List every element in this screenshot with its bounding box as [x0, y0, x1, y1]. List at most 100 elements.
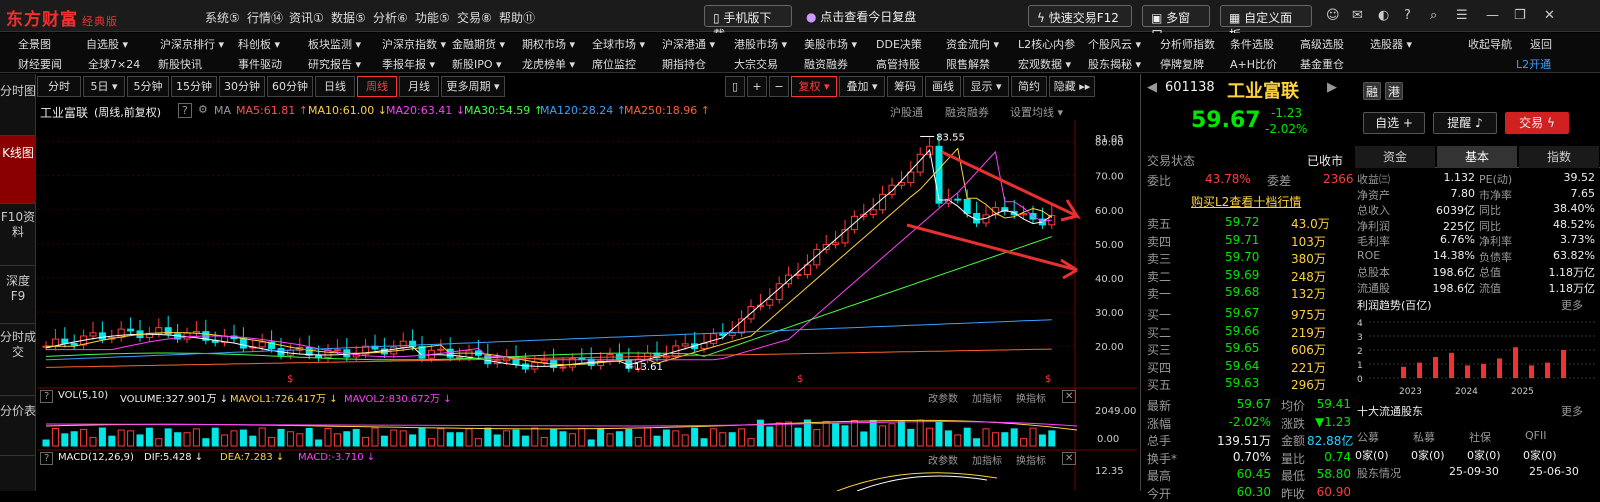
- user-icon[interactable]: ☺: [1326, 8, 1340, 23]
- menu-item[interactable]: 帮助⑪: [499, 11, 536, 25]
- book-price[interactable]: 59.64: [1225, 358, 1260, 373]
- margin-badge[interactable]: 融: [1363, 82, 1381, 100]
- period-button[interactable]: 30分钟: [219, 76, 265, 97]
- nav-item[interactable]: 收起导航: [1468, 38, 1512, 51]
- trade-button[interactable]: 交易 ϟ: [1505, 112, 1569, 134]
- daily-review-link[interactable]: ● 点击查看今日复盘: [806, 10, 917, 24]
- tab-f10[interactable]: F10资料: [0, 204, 36, 266]
- nav-item[interactable]: 金融期货 ▾: [452, 38, 506, 51]
- book-price[interactable]: 59.71: [1225, 232, 1260, 247]
- ma-settings-button[interactable]: 设置均线 ▾: [1010, 106, 1064, 119]
- hgt-link[interactable]: 沪股通: [890, 106, 923, 119]
- chart-tool-button[interactable]: 复权 ▾: [791, 76, 837, 97]
- period-button[interactable]: 月线: [399, 76, 439, 97]
- menu-item[interactable]: 资讯①: [289, 11, 324, 25]
- add-watchlist-button[interactable]: 自选 +: [1363, 112, 1425, 134]
- book-price[interactable]: 59.65: [1225, 341, 1260, 355]
- period-button[interactable]: 15分钟: [171, 76, 217, 97]
- tab-capital[interactable]: 资金: [1355, 146, 1435, 168]
- nav-item[interactable]: 科创板 ▾: [238, 38, 281, 51]
- edit-params-button[interactable]: 改参数: [928, 456, 958, 467]
- menu-item[interactable]: 系统⑤: [205, 11, 240, 25]
- tab-timeshare[interactable]: 分时图: [0, 74, 36, 136]
- tab-price-volume[interactable]: 分价表: [0, 396, 36, 456]
- mobile-download-button[interactable]: ▯ 手机版下载: [704, 5, 792, 42]
- period-button[interactable]: 分时: [37, 76, 81, 97]
- period-button[interactable]: 60分钟: [267, 76, 313, 97]
- nav-item[interactable]: 全景图: [18, 38, 51, 51]
- nav-item[interactable]: 选股器 ▾: [1370, 38, 1413, 51]
- minimize-icon[interactable]: —: [1486, 8, 1499, 23]
- book-price[interactable]: 59.68: [1225, 285, 1260, 299]
- chart-tool-button[interactable]: 叠加 ▾: [839, 76, 885, 97]
- nav-item[interactable]: 返回: [1530, 38, 1552, 51]
- nav-item[interactable]: 分析师指数: [1160, 38, 1215, 51]
- period-button[interactable]: 更多周期 ▾: [441, 76, 505, 97]
- add-indicator-button[interactable]: 加指标: [972, 394, 1002, 405]
- tab-ticks[interactable]: 分时成交: [0, 324, 36, 396]
- nav-item[interactable]: 限售解禁: [946, 58, 990, 71]
- help-icon[interactable]: ?: [40, 390, 54, 403]
- add-indicator-button[interactable]: 加指标: [972, 456, 1002, 467]
- nav-item[interactable]: 股东揭秘 ▾: [1088, 58, 1142, 71]
- profit-more-link[interactable]: 更多: [1561, 299, 1583, 312]
- nav-item[interactable]: A+H比价: [1230, 58, 1278, 71]
- nav-item[interactable]: 条件选股: [1230, 38, 1274, 51]
- book-price[interactable]: 59.63: [1225, 376, 1260, 390]
- close-icon[interactable]: ✕: [1544, 8, 1555, 23]
- custom-panel-button[interactable]: ▦ 自定义面板: [1220, 5, 1312, 42]
- book-price[interactable]: 59.67: [1225, 306, 1260, 320]
- skin-icon[interactable]: ◐: [1378, 8, 1390, 23]
- period-button[interactable]: 日线: [315, 76, 355, 97]
- period-button[interactable]: 5日 ▾: [83, 76, 125, 97]
- quick-trade-button[interactable]: ϟ 快速交易F12: [1028, 5, 1132, 27]
- nav-item[interactable]: 全球市场 ▾: [592, 38, 646, 51]
- nav-item[interactable]: 停牌复牌: [1160, 58, 1204, 71]
- message-icon[interactable]: ✉: [1352, 8, 1363, 23]
- nav-item[interactable]: 融资融券: [804, 58, 848, 71]
- nav-item[interactable]: 美股市场 ▾: [804, 38, 858, 51]
- help-icon[interactable]: ?: [1404, 8, 1411, 23]
- help-icon[interactable]: ?: [40, 452, 54, 465]
- chart-tool-button[interactable]: 显示 ▾: [963, 76, 1009, 97]
- chart-tool-button[interactable]: 画线: [925, 76, 961, 97]
- tab-basic[interactable]: 基本: [1437, 146, 1517, 168]
- book-price[interactable]: 59.66: [1225, 323, 1260, 338]
- tab-f9[interactable]: 深度F9: [0, 266, 36, 324]
- search-icon[interactable]: ⌕: [1430, 8, 1438, 23]
- multi-window-button[interactable]: ▣ 多窗口: [1142, 5, 1210, 42]
- book-price[interactable]: 59.69: [1225, 267, 1260, 282]
- nav-item[interactable]: L2核心内参: [1018, 38, 1076, 51]
- settings-icon[interactable]: ☰: [1456, 8, 1468, 23]
- period-button[interactable]: 5分钟: [127, 76, 169, 97]
- nav-item[interactable]: 自选股 ▾: [86, 38, 129, 51]
- tab-index[interactable]: 指数: [1519, 146, 1599, 168]
- switch-indicator-button[interactable]: 换指标: [1016, 394, 1046, 405]
- nav-item[interactable]: 全球7×24: [88, 58, 141, 71]
- menu-item[interactable]: 交易⑧: [457, 11, 492, 25]
- nav-item[interactable]: 新股IPO ▾: [452, 58, 502, 71]
- chart-tool-button[interactable]: 筹码: [887, 76, 923, 97]
- nav-item[interactable]: DDE决策: [876, 38, 922, 51]
- menu-item[interactable]: 数据⑤: [331, 11, 366, 25]
- nav-item[interactable]: 财经要闻: [18, 58, 62, 71]
- edit-params-button[interactable]: 改参数: [928, 394, 958, 405]
- rzrq-link[interactable]: 融资融券: [945, 106, 989, 119]
- nav-item[interactable]: 沪深京排行 ▾: [160, 38, 225, 51]
- menu-item[interactable]: 功能⑤: [415, 11, 450, 25]
- close-icon[interactable]: ✕: [1062, 390, 1077, 403]
- nav-item[interactable]: 高级选股: [1300, 38, 1344, 51]
- next-stock-icon[interactable]: ▶: [1327, 80, 1337, 95]
- nav-item[interactable]: 研究报告 ▾: [308, 58, 362, 71]
- nav-item[interactable]: 大宗交易: [734, 58, 778, 71]
- nav-item[interactable]: L2开通: [1516, 58, 1552, 71]
- nav-item[interactable]: 高管持股: [876, 58, 920, 71]
- nav-item[interactable]: 资金流向 ▾: [946, 38, 1000, 51]
- nav-item[interactable]: 个股风云 ▾: [1088, 38, 1142, 51]
- period-button[interactable]: 周线: [357, 76, 397, 97]
- gear-icon[interactable]: ⚙: [198, 103, 208, 116]
- hk-badge[interactable]: 港: [1385, 82, 1403, 100]
- dividend-marker[interactable]: $: [797, 374, 803, 385]
- nav-item[interactable]: 龙虎榜单 ▾: [522, 58, 576, 71]
- chart-tool-button[interactable]: ▯: [725, 76, 745, 97]
